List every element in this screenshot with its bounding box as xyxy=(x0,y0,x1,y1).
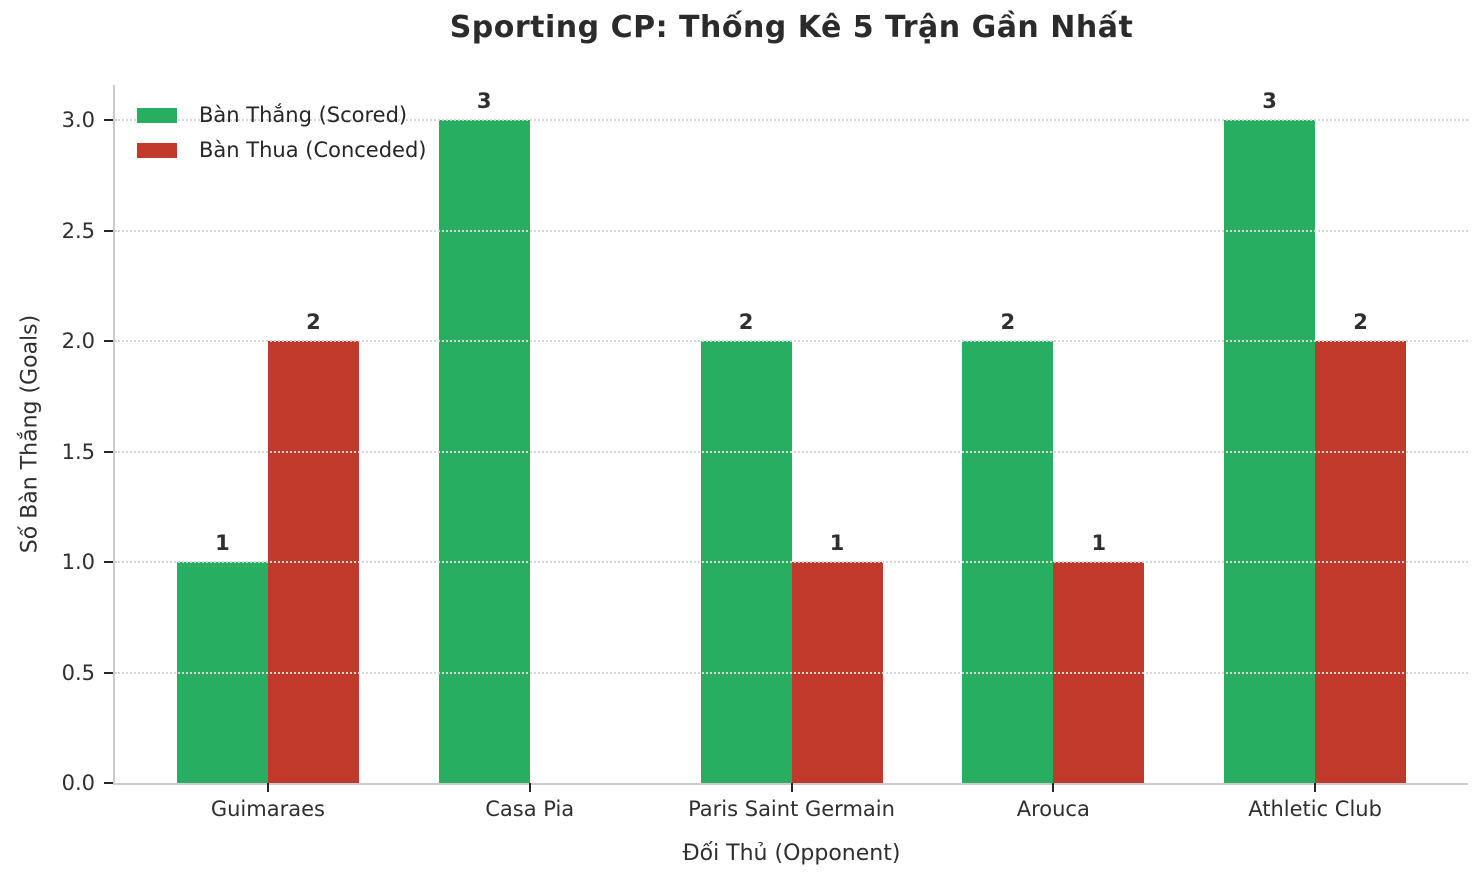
gridline-y-1 xyxy=(115,561,1468,563)
y-tick-label-2.5: 2.5 xyxy=(61,218,95,243)
y-tick-label-2.0: 2.0 xyxy=(61,329,95,353)
y-tick-label-0.0: 0.0 xyxy=(61,771,95,795)
y-tick-mark xyxy=(104,229,113,232)
gridline-y-2.5 xyxy=(115,229,1468,232)
bar-value-label: 2 xyxy=(1000,310,1016,334)
bar-value-label: 2 xyxy=(1353,310,1368,334)
legend-swatch-icon xyxy=(137,107,177,123)
bar-value-label: 3 xyxy=(1262,89,1277,113)
y-tick-mark xyxy=(104,450,113,453)
y-tick-mark xyxy=(104,340,113,342)
x-tick-label-casa-pia: Casa Pia xyxy=(485,797,575,821)
bar-value-label: 1 xyxy=(829,531,845,555)
x-tick-mark xyxy=(528,783,531,792)
bar-value-label: 2 xyxy=(306,310,321,334)
x-tick-label-guimaraes: Guimaraes xyxy=(210,797,325,821)
bar-value-label: 1 xyxy=(215,531,230,555)
x-tick-mark xyxy=(1052,783,1055,792)
legend-label: Bàn Thua (Conceded) xyxy=(199,138,427,162)
x-tick-mark xyxy=(266,783,269,792)
x-tick-mark xyxy=(1314,783,1317,792)
y-tick-label-3.0: 3.0 xyxy=(61,108,95,132)
y-tick-mark xyxy=(104,561,113,563)
y-tick-mark xyxy=(104,119,113,121)
gridline-y-2 xyxy=(115,340,1468,342)
legend-item-b-n-th-ng-scored: Bàn Thắng (Scored) xyxy=(137,102,427,128)
legend-swatch-icon xyxy=(137,142,177,158)
y-tick-label-0.5: 0.5 xyxy=(61,660,95,685)
y-tick-mark xyxy=(104,782,113,784)
x-tick-label-athletic-club: Athletic Club xyxy=(1248,797,1382,821)
legend: Bàn Thắng (Scored) Bàn Thua (Conceded) xyxy=(137,102,427,172)
gridline-y-1.5 xyxy=(115,450,1468,453)
x-tick-mark xyxy=(790,783,793,792)
y-tick-mark xyxy=(104,671,113,674)
bar-value-label: 2 xyxy=(738,310,754,334)
chart-title: Sporting CP: Thống Kê 5 Trận Gần Nhất xyxy=(449,10,1134,45)
gridline-y-0.5 xyxy=(115,671,1468,674)
legend-item-b-n-thua-conceded: Bàn Thua (Conceded) xyxy=(137,137,427,163)
legend-label: Bàn Thắng (Scored) xyxy=(199,103,408,127)
gridline-y-3 xyxy=(115,119,1468,121)
plot-area: 1 2 3 2 1 2 1 3 2 xyxy=(113,85,1468,785)
y-tick-label-1.0: 1.0 xyxy=(61,550,95,574)
y-tick-label-1.5: 1.5 xyxy=(61,439,95,464)
bar-value-label: 3 xyxy=(476,89,492,113)
x-axis-title: Đối Thủ (Opponent) xyxy=(682,841,901,866)
bar-value-label: 1 xyxy=(1091,531,1107,555)
x-tick-label-paris-saint-germain: Paris Saint Germain xyxy=(688,797,895,821)
x-tick-label-arouca: Arouca xyxy=(1016,797,1090,821)
